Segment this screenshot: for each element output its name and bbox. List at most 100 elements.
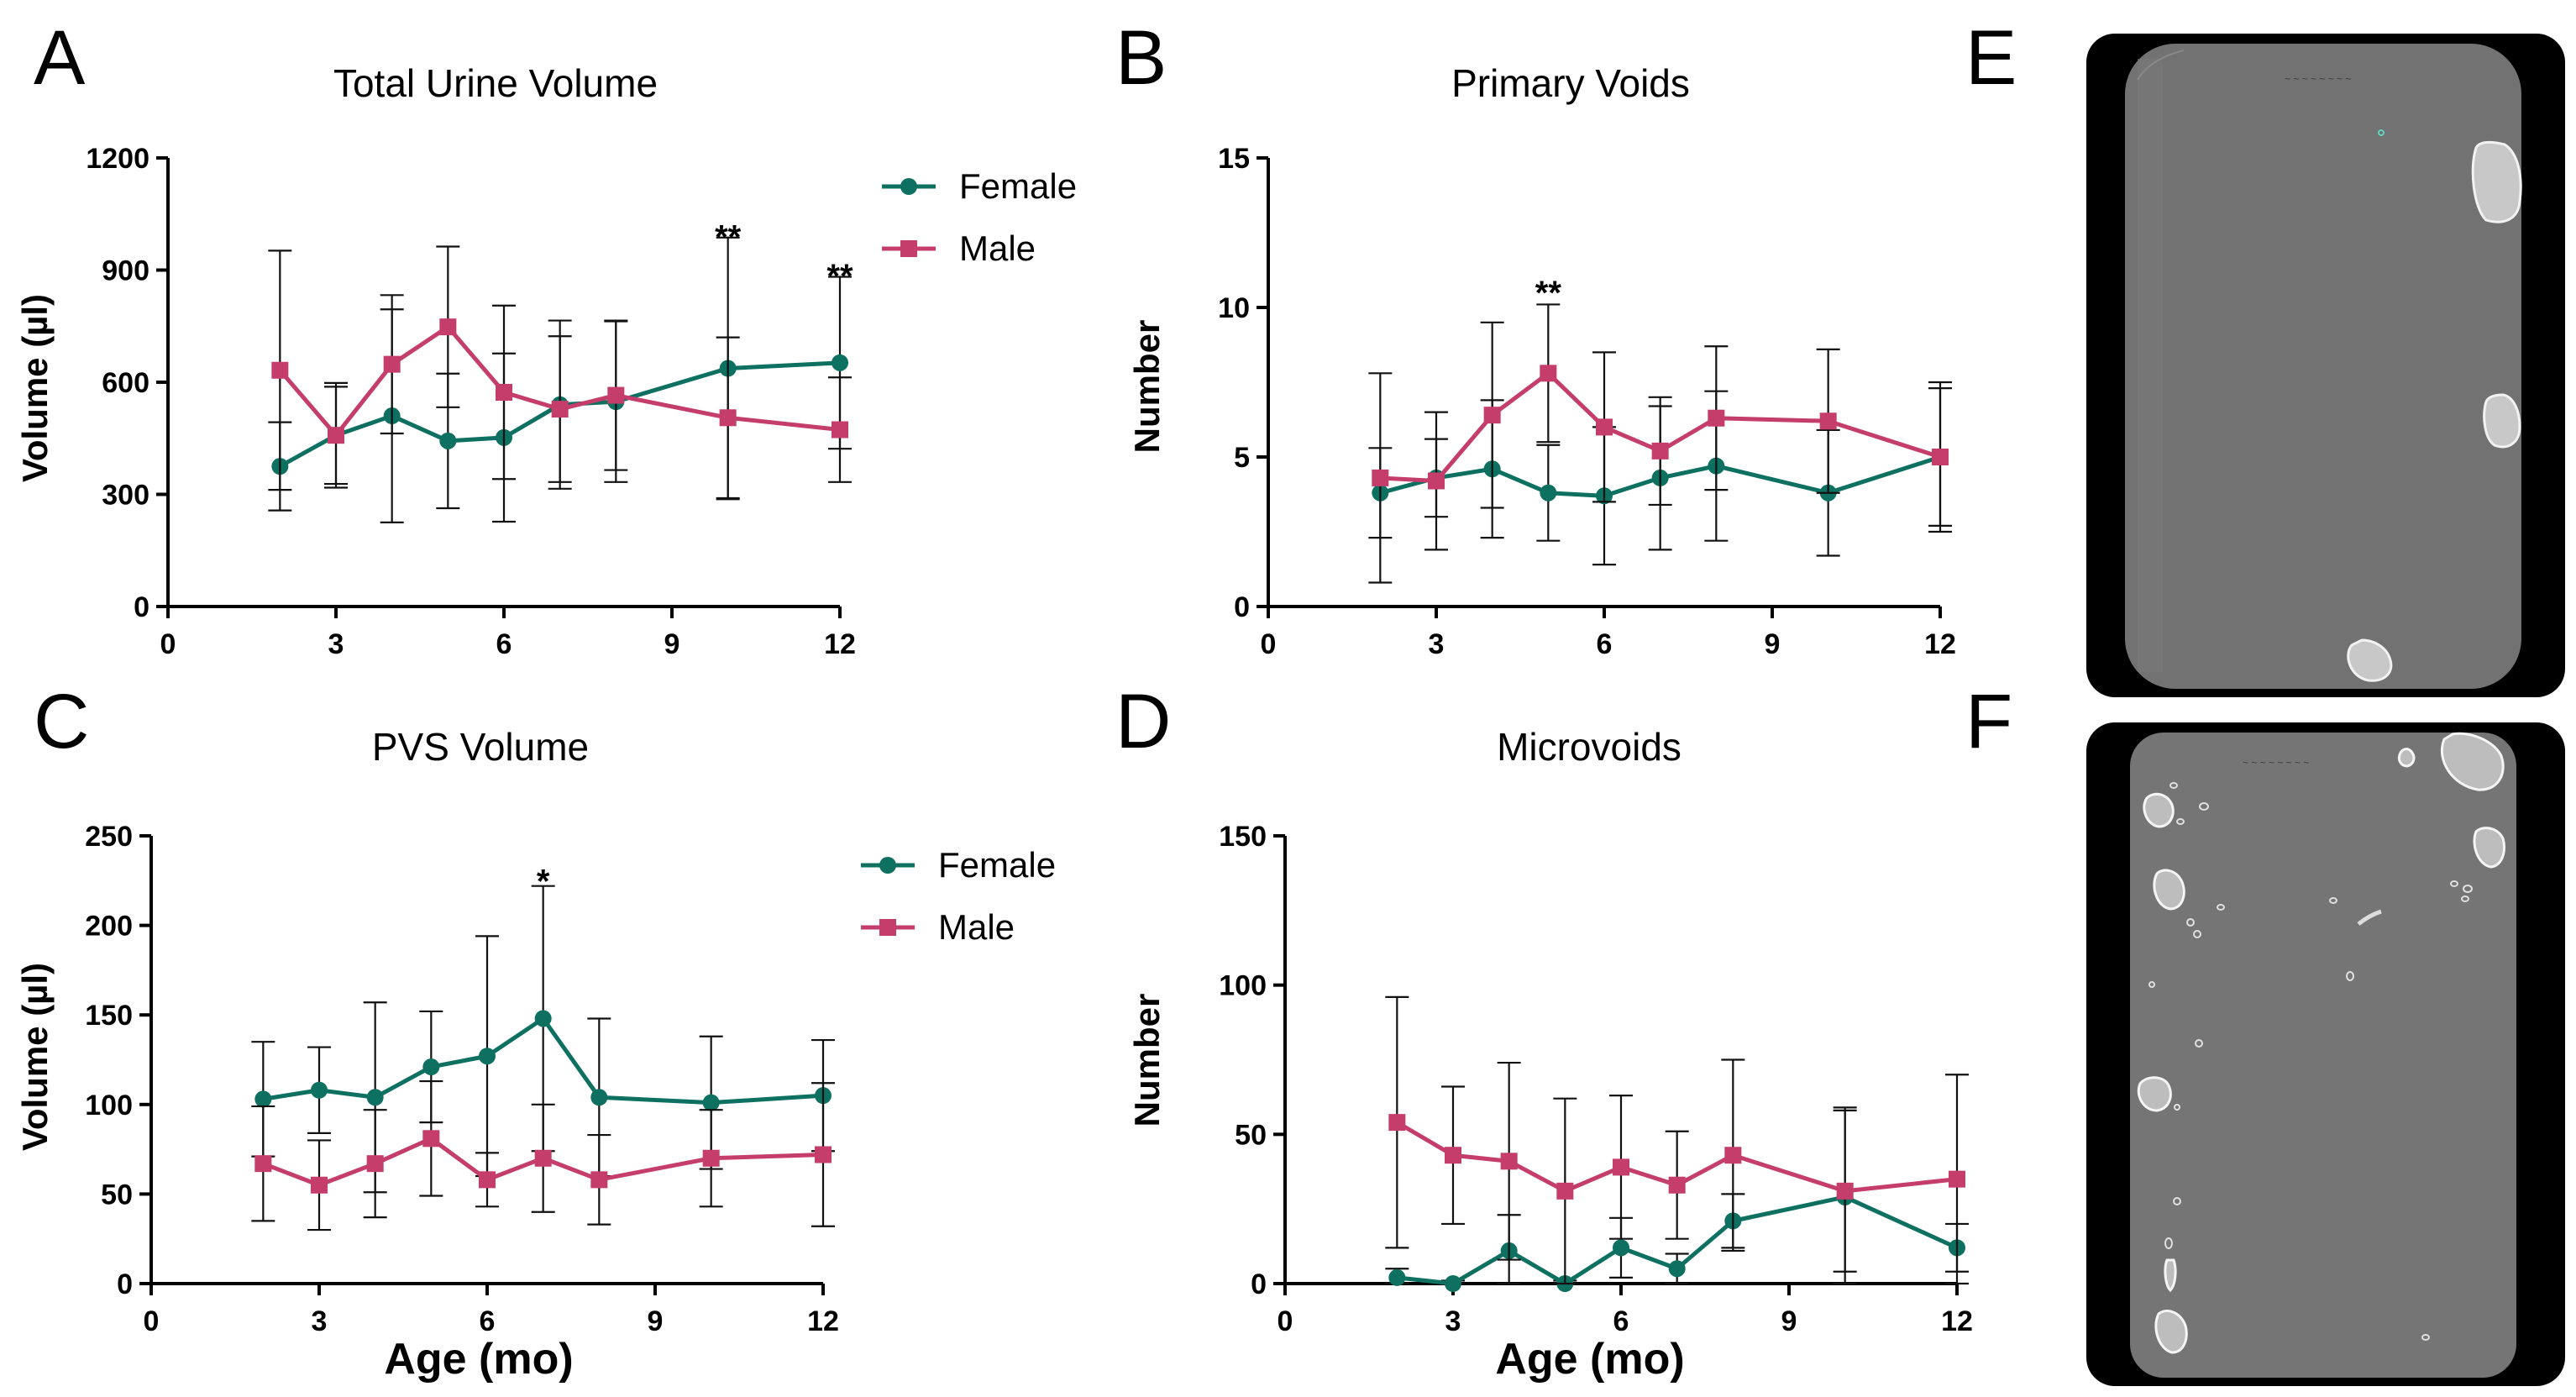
x-tick-label: 0 — [1278, 1305, 1293, 1337]
data-point — [479, 1171, 496, 1189]
panel-label: B — [1115, 15, 1167, 101]
x-tick-label: 12 — [1924, 628, 1956, 660]
void-outline — [2347, 638, 2393, 682]
data-point — [1668, 1176, 1686, 1194]
svg-text:~ ~ ~ ~ ~ ~ ~ ~: ~ ~ ~ ~ ~ ~ ~ ~ — [2243, 757, 2309, 769]
y-tick-label: 200 — [85, 911, 133, 943]
data-point — [1500, 1153, 1518, 1170]
x-tick-label: 9 — [664, 628, 680, 660]
x-tick-label: 9 — [1781, 1305, 1797, 1337]
significance-mark: ** — [1535, 275, 1562, 312]
panel-label: C — [34, 679, 89, 764]
y-tick-label: 600 — [102, 367, 150, 399]
x-tick-label: 3 — [312, 1305, 328, 1337]
y-tick-label: 0 — [1251, 1268, 1267, 1300]
x-tick-label: 0 — [160, 628, 176, 660]
y-axis-label: Volume (µl) — [15, 294, 55, 482]
data-point — [534, 1010, 552, 1027]
x-tick-label: 3 — [1429, 628, 1445, 660]
chart-title: Microvoids — [1497, 725, 1681, 769]
y-tick-label: 5 — [1234, 442, 1250, 474]
series-male — [1368, 303, 1952, 584]
data-point — [1932, 449, 1949, 465]
y-tick-label: 300 — [102, 480, 150, 512]
x-tick-label: 0 — [1261, 628, 1277, 660]
data-point — [1445, 1147, 1461, 1164]
series-male — [251, 1079, 835, 1232]
x-tick-label: 12 — [1941, 1305, 1973, 1337]
y-tick-label: 0 — [134, 591, 150, 623]
void-outlines — [2137, 732, 2505, 1354]
data-point — [383, 355, 401, 373]
x-axis-label: Age (mo) — [1495, 1335, 1684, 1384]
x-tick-label: 12 — [824, 628, 856, 660]
data-point — [479, 1048, 496, 1065]
legend-marker — [900, 178, 917, 195]
y-tick-label: 150 — [1219, 821, 1267, 853]
y-tick-label: 50 — [1235, 1119, 1267, 1151]
panel-b-line-chart: B Primary Voids Number 0 5 10 15 0 3 6 9 12 ** — [1115, 15, 1956, 660]
data-point — [1388, 1268, 1406, 1286]
void-outline — [2471, 140, 2522, 223]
panel-label: F — [1965, 679, 2012, 764]
data-point — [1651, 442, 1669, 460]
tissue-section — [2130, 733, 2516, 1378]
series-male — [268, 245, 852, 500]
data-point — [1596, 418, 1613, 436]
y-tick-label: 100 — [85, 1090, 133, 1121]
panel-label: A — [34, 15, 86, 101]
data-point — [1428, 472, 1445, 490]
data-point — [328, 427, 344, 444]
legend-label: Female — [938, 845, 1056, 885]
y-tick-label: 0 — [117, 1268, 133, 1300]
data-point — [702, 1149, 720, 1167]
legend-marker — [900, 240, 917, 257]
tissue-section — [2125, 44, 2521, 689]
y-tick-label: 15 — [1218, 143, 1250, 175]
significance-mark: ** — [826, 258, 853, 295]
data-point — [254, 1155, 272, 1173]
data-point — [719, 409, 737, 427]
data-point — [254, 1090, 272, 1108]
y-tick-label: 1200 — [86, 143, 150, 175]
y-tick-label: 900 — [102, 255, 150, 287]
data-point — [1708, 409, 1725, 427]
data-point — [1445, 1275, 1461, 1292]
panel-label: D — [1115, 679, 1171, 764]
chart-title: PVS Volume — [372, 725, 589, 769]
legend-label: Male — [938, 907, 1015, 947]
data-point — [590, 1089, 608, 1106]
y-tick-label: 100 — [1219, 970, 1267, 1002]
chart-title: Total Urine Volume — [333, 61, 658, 105]
svg-text:~ ~ ~ ~ ~ ~ ~ ~: ~ ~ ~ ~ ~ ~ ~ ~ — [2285, 73, 2351, 85]
data-point — [1668, 1260, 1686, 1278]
legend-label: Female — [959, 166, 1077, 206]
data-point — [1613, 1239, 1629, 1257]
data-point — [311, 1081, 328, 1099]
data-point — [815, 1146, 832, 1163]
y-tick-label: 10 — [1218, 292, 1250, 324]
legend-marker — [879, 857, 896, 874]
legend-marker — [879, 919, 896, 936]
significance-mark: * — [537, 863, 550, 900]
y-tick-label: 50 — [101, 1179, 133, 1211]
y-tick-label: 0 — [1234, 591, 1250, 623]
panel-a-line-chart: A Total Urine Volume Volume (µl) 0 300 600… — [15, 15, 1077, 660]
y-tick-label: 150 — [85, 1000, 133, 1032]
data-point — [1372, 469, 1389, 486]
panel-label: E — [1965, 15, 2017, 101]
panel-f-scan-image: F ~ ~ ~ ~ ~ ~ ~ ~ — [1965, 679, 2565, 1386]
data-point — [311, 1176, 328, 1194]
x-tick-label: 3 — [328, 628, 344, 660]
data-point — [422, 1130, 440, 1148]
y-axis-label: Number — [1127, 320, 1167, 454]
data-point — [366, 1089, 384, 1106]
data-point — [832, 354, 848, 371]
x-tick-label: 9 — [648, 1305, 664, 1337]
data-point — [439, 432, 457, 449]
data-point — [496, 384, 512, 402]
data-point — [1836, 1182, 1854, 1200]
data-point — [832, 421, 848, 439]
chart-title: Primary Voids — [1451, 61, 1690, 105]
